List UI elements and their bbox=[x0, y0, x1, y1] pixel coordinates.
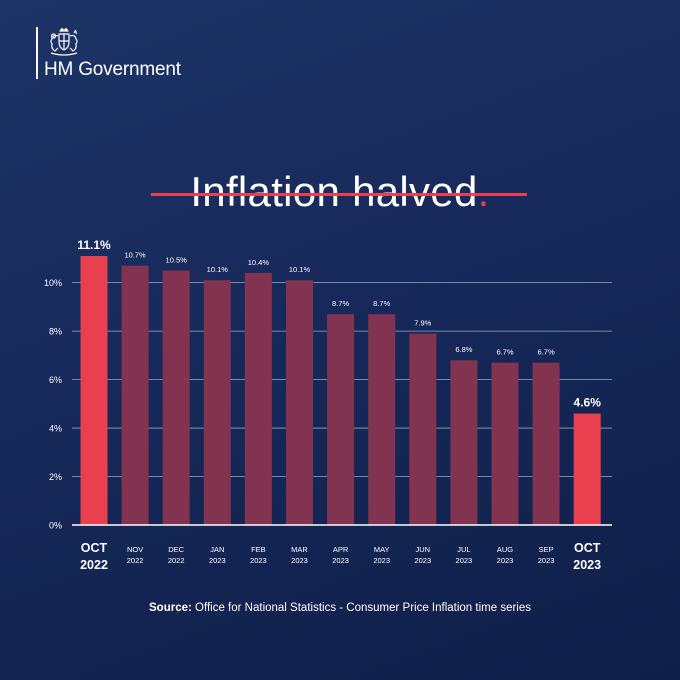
y-tick-label: 4% bbox=[49, 424, 62, 434]
x-tick-label-year: 2023 bbox=[209, 556, 226, 565]
x-tick-label-month: JAN bbox=[210, 545, 224, 554]
value-label: 10.1% bbox=[207, 265, 229, 274]
value-label: 10.4% bbox=[248, 258, 270, 267]
brand-divider bbox=[36, 27, 38, 79]
bar bbox=[286, 280, 313, 525]
x-tick-label-month: SEP bbox=[539, 545, 554, 554]
value-label: 4.6% bbox=[574, 396, 602, 410]
x-tick-label-month: MAR bbox=[291, 545, 308, 554]
x-tick-label-month: OCT bbox=[81, 541, 108, 555]
x-tick-label-month: AUG bbox=[497, 545, 513, 554]
source-text: Office for National Statistics - Consume… bbox=[195, 602, 531, 614]
x-tick-label-month: JUL bbox=[457, 545, 470, 554]
bar bbox=[368, 314, 396, 525]
bar bbox=[203, 280, 231, 525]
x-tick-label-month: APR bbox=[333, 545, 349, 554]
x-tick-label-year: 2022 bbox=[168, 556, 185, 565]
value-label: 10.1% bbox=[289, 265, 311, 274]
x-tick-label-year: 2022 bbox=[80, 558, 108, 572]
bar bbox=[532, 362, 560, 525]
value-label: 8.7% bbox=[332, 299, 349, 308]
x-tick-label-month: DEC bbox=[168, 545, 184, 554]
bar bbox=[573, 413, 601, 525]
value-label: 6.7% bbox=[538, 348, 555, 357]
x-tick-label-year: 2023 bbox=[497, 556, 514, 565]
value-label: 11.1% bbox=[77, 238, 111, 252]
bar bbox=[409, 333, 437, 525]
y-tick-label: 8% bbox=[49, 327, 62, 337]
value-label: 6.7% bbox=[496, 348, 513, 357]
x-tick-label-month: MAY bbox=[374, 545, 390, 554]
y-tick-label: 10% bbox=[44, 278, 62, 288]
bar bbox=[80, 256, 108, 525]
y-tick-label: 0% bbox=[49, 521, 62, 531]
brand-name: HM Government bbox=[44, 59, 181, 80]
x-tick-label-year: 2023 bbox=[291, 556, 308, 565]
x-tick-label-year: 2023 bbox=[573, 558, 601, 572]
headline-dot: . bbox=[477, 168, 490, 216]
headline: Inflation halved. bbox=[0, 168, 680, 216]
bar bbox=[450, 360, 478, 525]
bar bbox=[162, 270, 190, 525]
x-tick-label-year: 2023 bbox=[456, 556, 473, 565]
x-tick-label-month: OCT bbox=[574, 541, 601, 555]
x-tick-label-month: NOV bbox=[127, 545, 143, 554]
value-label: 8.7% bbox=[373, 299, 390, 308]
x-tick-label-year: 2023 bbox=[332, 556, 349, 565]
bar bbox=[121, 265, 149, 525]
value-label: 10.7% bbox=[124, 251, 146, 260]
source-note: Source: Office for National Statistics -… bbox=[0, 602, 680, 614]
value-label: 7.9% bbox=[414, 319, 431, 328]
x-tick-label-month: JUN bbox=[416, 545, 431, 554]
source-label: Source: bbox=[149, 602, 192, 614]
bar bbox=[244, 272, 272, 525]
headline-underline bbox=[151, 193, 527, 196]
value-label: 6.8% bbox=[455, 345, 472, 354]
y-tick-label: 6% bbox=[49, 375, 62, 385]
x-tick-label-year: 2023 bbox=[373, 556, 390, 565]
bar bbox=[327, 314, 355, 525]
x-tick-label-month: FEB bbox=[251, 545, 266, 554]
x-tick-label-year: 2022 bbox=[127, 556, 144, 565]
bar bbox=[491, 362, 519, 525]
headline-text: Inflation halved bbox=[190, 168, 478, 216]
x-tick-label-year: 2023 bbox=[414, 556, 431, 565]
y-tick-label: 2% bbox=[49, 472, 62, 482]
x-tick-label-year: 2023 bbox=[250, 556, 267, 565]
value-label: 10.5% bbox=[166, 256, 188, 265]
x-tick-label-year: 2023 bbox=[538, 556, 555, 565]
royal-coat-of-arms-icon bbox=[50, 27, 78, 56]
